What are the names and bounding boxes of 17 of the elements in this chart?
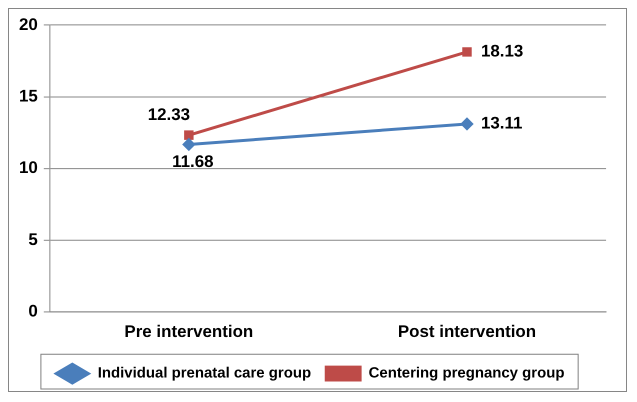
y-tick-label: 20 <box>18 14 38 34</box>
data-label: 12.33 <box>148 104 190 124</box>
data-label: 13.11 <box>480 114 522 133</box>
x-tick-label: Pre intervention <box>124 322 254 341</box>
y-tick-label: 5 <box>28 230 38 249</box>
legend-label: Individual prenatal care group <box>98 364 312 382</box>
y-tick-label: 10 <box>18 158 38 178</box>
point <box>182 138 196 151</box>
point <box>184 130 194 140</box>
y-tick-label: 15 <box>18 86 38 106</box>
x-tick-label: Post intervention <box>398 322 536 341</box>
point <box>462 47 472 57</box>
point <box>460 117 474 130</box>
data-label: 11.68 <box>172 152 214 172</box>
data-label: 18.13 <box>480 42 524 61</box>
legend-label: Centering pregnancy group <box>368 364 564 382</box>
y-tick-label: 0 <box>28 302 38 321</box>
